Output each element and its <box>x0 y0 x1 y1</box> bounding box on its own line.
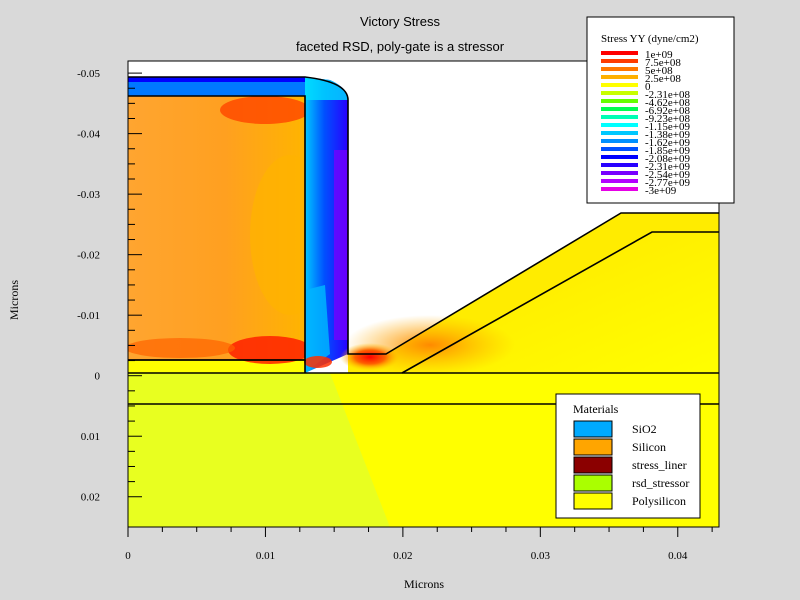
material-label: Silicon <box>632 440 666 454</box>
material-swatch <box>573 474 613 492</box>
stress-legend-label: -6.92e+08 <box>645 105 690 117</box>
stress-legend-swatch <box>601 75 638 79</box>
stress-legend-swatch <box>601 115 638 119</box>
material-label: rsd_stressor <box>632 476 689 490</box>
x-tick-label: 0.03 <box>531 550 551 562</box>
stress-legend-label: 5e+08 <box>645 65 673 77</box>
spacer-violet-strip <box>334 150 348 340</box>
material-swatch <box>573 456 613 474</box>
stress-legend-label: 0 <box>645 81 651 93</box>
spacer-cap-corner <box>305 77 348 100</box>
stress-legend-swatch <box>601 187 638 191</box>
stress-legend-swatch <box>601 139 638 143</box>
structure-outlines <box>128 76 719 405</box>
stress-legend-label: -1.62e+09 <box>645 137 690 149</box>
stress-legend-swatch <box>601 163 638 167</box>
stress-legend-swatch <box>601 83 638 87</box>
plot-title: Victory Stress <box>360 14 440 29</box>
y-axis-label: Microns <box>7 280 21 320</box>
stress-legend-swatch <box>601 99 638 103</box>
stress-legend-swatch <box>601 59 638 63</box>
stress-legend-label: 2.5e+08 <box>645 73 681 85</box>
gate-bottom-red <box>228 336 312 364</box>
stress-legend-label: 7.5e+08 <box>645 57 681 69</box>
y-tick-label: -0.04 <box>77 129 100 141</box>
stress-legend-swatch <box>601 107 638 111</box>
stress-legend-swatch <box>601 51 638 55</box>
x-axis-label: Microns <box>404 577 444 591</box>
y-tick-label: 0.02 <box>81 492 100 504</box>
stress-legend-label: 1e+09 <box>645 49 673 61</box>
stress-legend: Stress YY (dyne/cm2) 1e+097.5e+085e+082.… <box>586 16 735 204</box>
gate-body <box>128 96 305 360</box>
stress-legend-label: -2.77e+09 <box>645 177 690 189</box>
y-tick-label: -0.03 <box>77 189 100 201</box>
material-label: stress_liner <box>632 458 687 472</box>
stress-legend-label: -1.15e+09 <box>645 121 690 133</box>
y-tick-label: 0.01 <box>81 431 100 443</box>
stress-legend-label: -2.54e+09 <box>645 169 690 181</box>
x-tick-label: 0.02 <box>393 550 412 562</box>
gate-top-red <box>220 96 310 124</box>
stress-legend-swatch <box>601 171 638 175</box>
stress-legend-entries: 1e+097.5e+085e+082.5e+080-2.31e+08-4.62e… <box>601 49 690 197</box>
materials-legend: Materials SiO2 Silicon stress_liner rsd_str… <box>555 393 701 519</box>
x-axis: 0 0.01 0.02 0.03 0.04 <box>125 527 713 562</box>
gate-left-bottom-red <box>128 338 235 358</box>
stress-legend-swatch <box>601 179 638 183</box>
y-tick-label: -0.05 <box>77 68 100 80</box>
materials-legend-items: SiO2 Silicon stress_liner rsd_stressor Polys… <box>573 420 689 510</box>
y-tick-label: -0.02 <box>77 250 100 262</box>
stress-legend-label: -2.31e+09 <box>645 161 690 173</box>
stress-legend-swatch <box>601 155 638 159</box>
x-tick-label: 0.04 <box>668 550 688 562</box>
stress-legend-swatch <box>601 123 638 127</box>
stress-legend-swatch <box>601 147 638 151</box>
gate-cap-top-edge <box>128 77 305 82</box>
material-label: Polysilicon <box>632 494 686 508</box>
spacer-lower-cyan <box>305 285 330 372</box>
materials-legend-title: Materials <box>573 402 619 416</box>
material-label: SiO2 <box>632 422 657 436</box>
material-swatch <box>573 492 613 510</box>
y-tick-label: 0 <box>95 371 101 383</box>
stress-legend-title: Stress YY (dyne/cm2) <box>601 33 699 45</box>
y-tick-label: -0.01 <box>77 310 100 322</box>
y-axis: -0.05 -0.04 -0.03 -0.02 -0.01 0 0.01 0.02 <box>77 68 142 504</box>
material-swatch <box>573 438 613 456</box>
substrate-lighter-band <box>128 373 390 527</box>
stress-legend-swatch <box>601 67 638 71</box>
stress-legend-label: -2.31e+08 <box>645 89 690 101</box>
x-tick-label: 0 <box>125 550 131 562</box>
plot-frame <box>127 60 720 528</box>
stress-legend-label: -2.08e+09 <box>645 153 690 165</box>
stress-legend-label: -1.85e+09 <box>645 145 690 157</box>
stress-legend-label: -4.62e+08 <box>645 97 690 109</box>
facet-hotspot <box>340 343 400 371</box>
stress-legend-label: -3e+09 <box>645 185 677 197</box>
x-tick-label: 0.01 <box>256 550 275 562</box>
gate-corner-hotspot <box>304 356 332 368</box>
stress-legend-label: -1.38e+09 <box>645 129 690 141</box>
stress-legend-swatch <box>601 91 638 95</box>
plot-subtitle: faceted RSD, poly-gate is a stressor <box>296 39 505 54</box>
material-swatch <box>573 420 613 438</box>
stress-legend-swatch <box>601 131 638 135</box>
stress-legend-label: -9.23e+08 <box>645 113 690 125</box>
